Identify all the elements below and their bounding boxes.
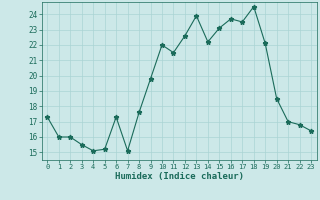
X-axis label: Humidex (Indice chaleur): Humidex (Indice chaleur) [115, 172, 244, 181]
